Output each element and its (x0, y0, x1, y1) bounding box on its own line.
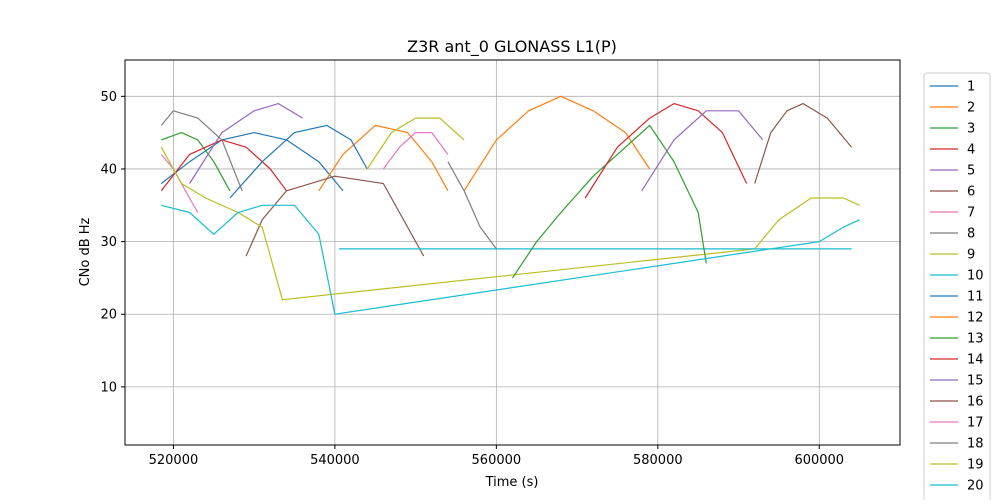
series-line-4 (160, 139, 287, 192)
series-line-5 (189, 103, 303, 184)
y-tick-label: 40 (100, 162, 117, 177)
legend-label-18: 18 (967, 437, 984, 452)
legend-label-20: 20 (967, 479, 984, 494)
series-line-8 (160, 110, 243, 192)
legend-label-1: 1 (967, 80, 975, 95)
series-line-14 (584, 103, 748, 199)
y-tick-label: 30 (100, 235, 117, 250)
legend-label-7: 7 (967, 206, 975, 221)
legend-label-12: 12 (967, 311, 984, 326)
plot-area: 520000 540000 560000 580000 600000 10 20 30 40 50 (100, 59, 901, 468)
legend-label-13: 13 (967, 332, 984, 347)
series-line-2 (318, 124, 449, 192)
series-line-19 (366, 117, 465, 170)
series-line-1 (160, 132, 344, 192)
series-line-3 (161, 132, 231, 192)
y-tick-label: 20 (100, 308, 117, 323)
x-tick-label: 520000 (149, 453, 199, 468)
series-line-13 (512, 124, 707, 279)
legend-label-17: 17 (967, 416, 984, 431)
series-line-9 (160, 146, 860, 301)
series-group (160, 95, 860, 315)
legend-label-8: 8 (967, 227, 975, 242)
legend-label-6: 6 (967, 185, 975, 200)
chart-title: Z3R ant_0 GLONASS L1(P) (407, 37, 617, 57)
legend-label-14: 14 (967, 353, 984, 368)
x-tick-label: 580000 (633, 453, 683, 468)
y-tick-label: 10 (100, 380, 117, 395)
x-tick-label: 560000 (472, 453, 522, 468)
legend-label-11: 11 (967, 290, 984, 305)
x-tick-label: 540000 (310, 453, 360, 468)
series-line-18 (447, 161, 497, 250)
legend-label-15: 15 (967, 374, 984, 389)
legend-label-9: 9 (967, 248, 975, 263)
legend-label-5: 5 (967, 164, 975, 179)
series-line-12 (463, 95, 651, 192)
y-tick-label: 50 (100, 90, 117, 105)
x-axis-label: Time (s) (485, 475, 539, 490)
x-tick-label: 600000 (794, 453, 844, 468)
legend-label-4: 4 (967, 143, 975, 158)
series-line-11 (229, 124, 368, 199)
y-axis-label: CNo dB Hz (78, 217, 93, 286)
legend-label-2: 2 (967, 101, 975, 116)
legend-label-10: 10 (967, 269, 984, 284)
series-line-15 (641, 110, 764, 192)
legend-label-19: 19 (967, 458, 984, 473)
axes-frame (124, 59, 901, 446)
series-line-16 (754, 103, 853, 184)
legend-label-3: 3 (967, 122, 975, 137)
series-line-17 (382, 132, 449, 170)
legend-label-16: 16 (967, 395, 984, 410)
legend-box (923, 72, 991, 504)
series-line-20 (161, 204, 860, 315)
